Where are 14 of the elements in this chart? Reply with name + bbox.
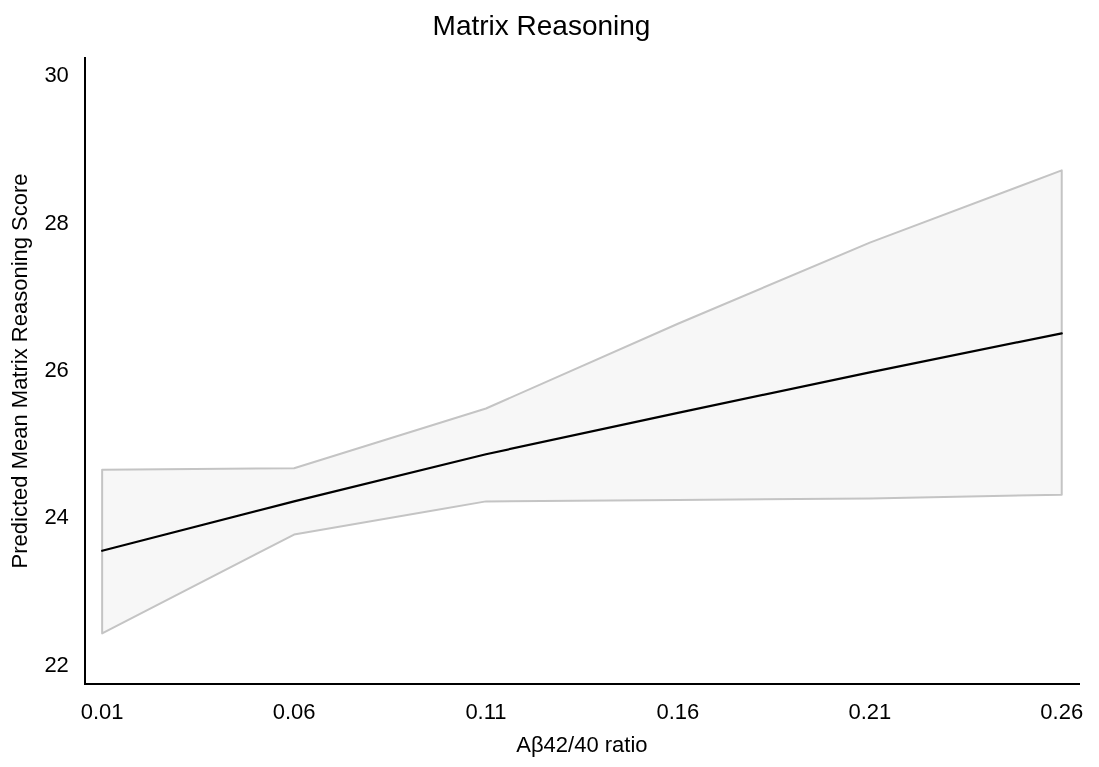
x-tick-label: 0.26	[1040, 699, 1084, 725]
y-axis-title: Predicted Mean Matrix Reasoning Score	[7, 173, 33, 569]
x-tick-label: 0.11	[465, 699, 507, 725]
x-tick-label: 0.06	[272, 699, 316, 725]
x-axis-title: Aβ42/40 ratio	[516, 731, 648, 757]
x-tick-label: 0.21	[848, 699, 892, 725]
x-tick-label: 0.01	[80, 699, 124, 725]
y-tick-label: 24	[44, 504, 69, 530]
y-tick-label: 30	[44, 62, 69, 88]
y-tick-label: 28	[44, 209, 69, 235]
y-tick-label: 22	[44, 651, 69, 677]
y-tick-label: 26	[44, 356, 69, 382]
chart-title: Matrix Reasoning	[432, 9, 651, 41]
x-tick-label: 0.16	[656, 699, 700, 725]
